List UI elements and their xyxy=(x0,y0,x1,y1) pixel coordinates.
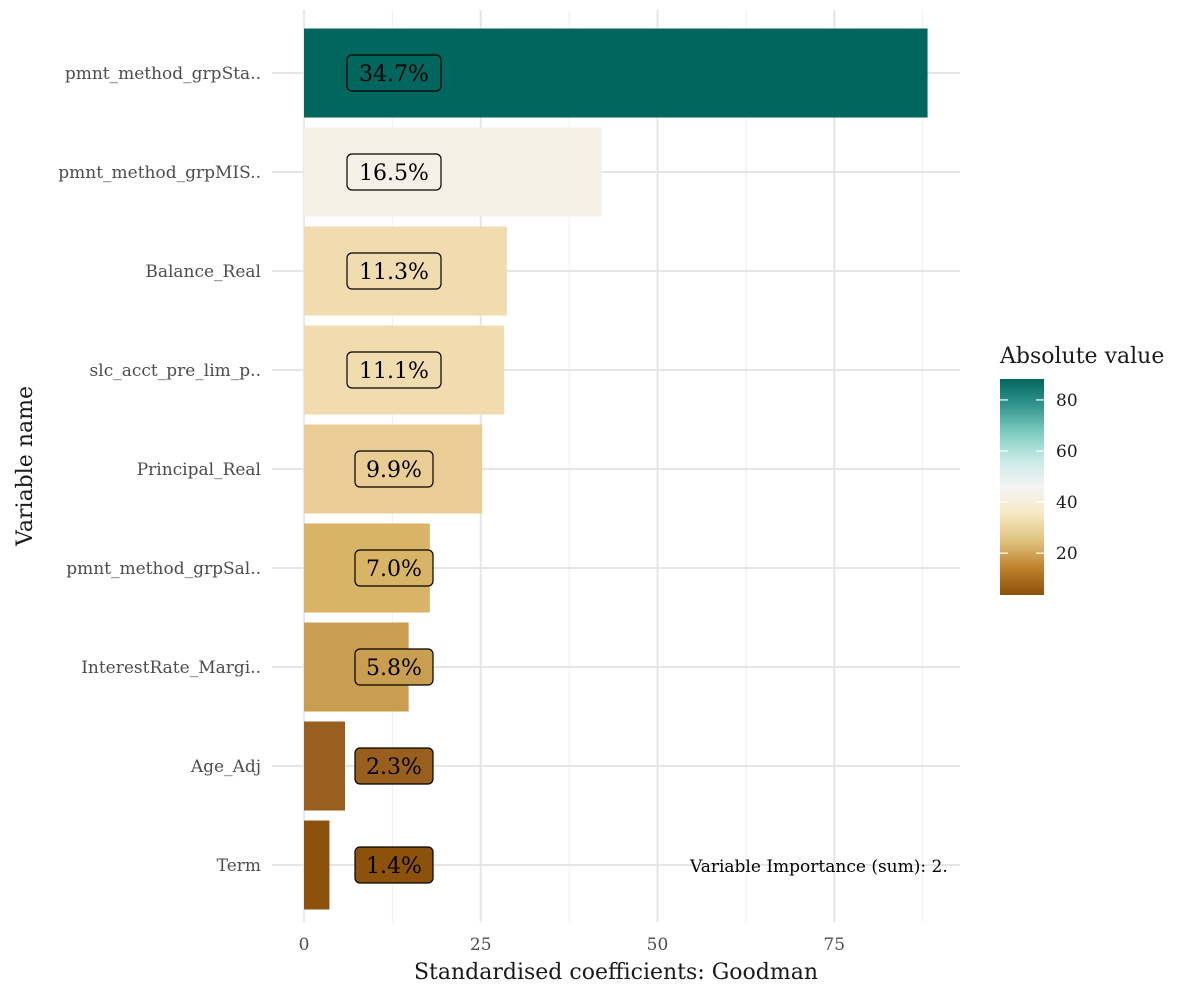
bar xyxy=(304,820,330,910)
x-tick-label: 25 xyxy=(470,935,492,955)
y-tick-label: Term xyxy=(217,856,261,876)
bar-label-box xyxy=(354,450,434,488)
y-axis-tick-labels: pmnt_method_grpSta.. pmnt_method_grpMIS..… xyxy=(58,64,261,876)
bar-label-box xyxy=(346,54,442,92)
bar-label-text: 1.4% xyxy=(366,854,422,879)
bar-label: 11.3% xyxy=(346,252,442,290)
bar-label: 5.8% xyxy=(354,648,434,686)
bar-label: 9.9% xyxy=(354,450,434,488)
bar-label: 7.0% xyxy=(354,549,434,587)
y-axis-title: Variable name xyxy=(13,386,38,547)
y-tick-label: Age_Adj xyxy=(190,757,261,777)
legend-title: Absolute value xyxy=(999,344,1164,369)
y-tick-label: pmnt_method_grpSal.. xyxy=(66,559,261,579)
bar-label-text: 11.3% xyxy=(359,260,429,285)
x-tick-label: 75 xyxy=(823,935,845,955)
legend-tick-label: 80 xyxy=(1056,391,1078,411)
bar-label-box xyxy=(346,351,442,389)
x-axis-tick-labels: 0 25 50 75 xyxy=(299,935,845,955)
legend: Absolute value 20 40 60 80 xyxy=(999,344,1164,595)
bar-label-box xyxy=(346,153,442,191)
bar-label: 2.3% xyxy=(354,747,434,785)
y-tick-label: Principal_Real xyxy=(137,460,261,480)
bar-label-text: 9.9% xyxy=(366,458,422,483)
bar xyxy=(304,721,346,811)
bar-label-box xyxy=(354,648,434,686)
bar-label: 34.7% xyxy=(346,54,442,92)
bar-label-box xyxy=(354,549,434,587)
legend-ticks: 20 40 60 80 xyxy=(1000,391,1078,564)
y-tick-label: pmnt_method_grpSta.. xyxy=(65,64,261,84)
legend-tick-label: 60 xyxy=(1056,442,1078,462)
variable-importance-annotation: Variable Importance (sum): 2. xyxy=(689,857,948,877)
bar-label-text: 2.3% xyxy=(366,755,422,780)
legend-tick-label: 40 xyxy=(1056,493,1078,513)
y-tick-label: InterestRate_Margi.. xyxy=(81,658,261,678)
bar-label-text: 34.7% xyxy=(359,62,429,87)
bar-label-box xyxy=(354,846,434,884)
bar-label: 11.1% xyxy=(346,351,442,389)
x-tick-label: 50 xyxy=(647,935,669,955)
bar-label-box xyxy=(354,747,434,785)
bar-label-box xyxy=(346,252,442,290)
y-tick-label: Balance_Real xyxy=(145,262,261,282)
bar-label: 16.5% xyxy=(346,153,442,191)
legend-colorbar xyxy=(1000,379,1044,595)
y-tick-label: slc_acct_pre_lim_p.. xyxy=(90,361,261,381)
x-axis-title: Standardised coefficients: Goodman xyxy=(414,960,818,985)
x-tick-label: 0 xyxy=(299,935,310,955)
legend-tick-label: 20 xyxy=(1056,544,1078,564)
bar-label-text: 5.8% xyxy=(366,656,422,681)
bar-label-text: 7.0% xyxy=(366,557,422,582)
bar-label-text: 11.1% xyxy=(359,359,429,384)
bar-label: 1.4% xyxy=(354,846,434,884)
bar-label-text: 16.5% xyxy=(359,161,429,186)
y-tick-label: pmnt_method_grpMIS.. xyxy=(58,163,261,183)
bar-labels: 34.7% 16.5% 11.3% 11.1% 9.9% 7.0% 5.8% 2.3% 1.4% xyxy=(346,54,442,884)
